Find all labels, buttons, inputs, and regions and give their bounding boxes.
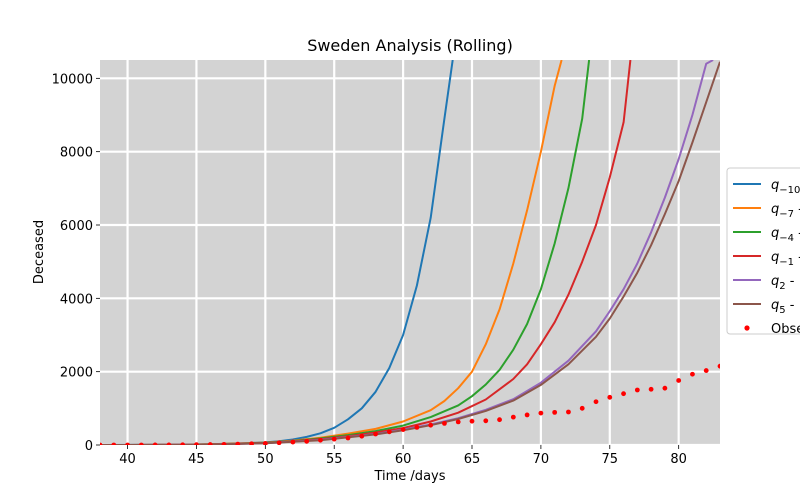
observed-point xyxy=(111,442,117,445)
observed-point xyxy=(318,437,323,443)
observed-point xyxy=(276,440,282,445)
observed-point xyxy=(662,385,668,391)
observed-point xyxy=(345,435,351,441)
observed-point xyxy=(304,438,310,444)
observed-point xyxy=(400,427,406,432)
legend-box xyxy=(726,167,800,335)
y-axis-label: Deceased xyxy=(32,220,47,284)
legend-entry: q2 - xyxy=(771,274,795,292)
y-tick-label: 2000 xyxy=(60,366,93,381)
y-tick-label: 4000 xyxy=(60,292,93,307)
observed-point xyxy=(166,442,172,445)
x-tick-label: 65 xyxy=(464,452,481,467)
observed-point xyxy=(194,442,199,445)
observed-point xyxy=(221,441,227,445)
legend-entry: q−7 - xyxy=(771,202,800,220)
observed-point xyxy=(566,409,571,415)
legend-entry: q−10 - xyxy=(771,178,800,196)
observed-point xyxy=(262,441,268,445)
observed-point xyxy=(359,433,365,439)
observed-point xyxy=(152,442,158,445)
x-tick-label: 75 xyxy=(602,452,619,467)
x-tick-label: 60 xyxy=(395,452,412,467)
observed-point xyxy=(593,399,599,405)
observed-point xyxy=(442,420,447,426)
observed-point xyxy=(207,442,213,445)
observed-point xyxy=(290,439,296,445)
observed-point xyxy=(621,391,626,397)
x-tick-label: 55 xyxy=(326,452,343,467)
observed-point xyxy=(552,409,558,415)
observed-points xyxy=(100,363,720,445)
legend-entry: q−4 - xyxy=(771,226,800,244)
legend-entry-observed: Obse xyxy=(771,322,800,337)
legend-entry: q−1 - xyxy=(771,250,800,268)
observed-point xyxy=(100,442,103,445)
observed-point xyxy=(579,405,585,411)
x-tick-label: 80 xyxy=(670,452,687,467)
observed-point xyxy=(510,414,516,420)
x-axis-ticks: 40 45 50 55 60 65 70 75 80 xyxy=(119,445,687,467)
observed-point xyxy=(125,442,130,445)
legend: q−10 - q−7 - q−4 - q−1 - q2 - q5 - Obse xyxy=(726,167,800,337)
observed-point xyxy=(690,371,695,377)
observed-point xyxy=(428,422,434,428)
observed-point xyxy=(455,419,461,425)
y-tick-label: 0 xyxy=(85,439,93,454)
observed-point xyxy=(235,441,241,445)
observed-point xyxy=(414,425,420,430)
observed-point xyxy=(648,386,654,392)
y-tick-label: 8000 xyxy=(60,146,93,161)
x-tick-label: 45 xyxy=(188,452,205,467)
observed-point xyxy=(138,442,144,445)
observed-point xyxy=(249,441,254,445)
x-tick-label: 70 xyxy=(533,452,550,467)
legend-swatch-observed xyxy=(744,325,750,331)
y-axis-ticks: 0 2000 4000 6000 8000 10000 xyxy=(52,72,100,454)
observed-point xyxy=(634,387,640,393)
x-tick-label: 50 xyxy=(257,452,274,467)
series-line-q5 xyxy=(100,61,720,445)
y-tick-label: 6000 xyxy=(60,219,93,234)
observed-point xyxy=(469,418,475,424)
observed-point xyxy=(703,368,709,373)
chart-title: Sweden Analysis (Rolling) xyxy=(307,36,513,55)
observed-point xyxy=(373,431,378,437)
legend-entry: q5 - xyxy=(771,298,795,316)
observed-point xyxy=(386,429,392,435)
observed-point xyxy=(607,394,613,400)
observed-point xyxy=(497,417,502,423)
observed-point xyxy=(676,378,682,383)
observed-point xyxy=(538,410,544,416)
observed-point xyxy=(717,363,720,369)
observed-point xyxy=(483,418,489,424)
x-axis-label: Time /days xyxy=(373,469,445,484)
plot-area xyxy=(100,60,720,445)
y-tick-label: 10000 xyxy=(52,72,93,87)
observed-point xyxy=(524,412,530,418)
observed-point xyxy=(180,442,186,445)
x-tick-label: 40 xyxy=(119,452,136,467)
observed-point xyxy=(331,436,337,442)
